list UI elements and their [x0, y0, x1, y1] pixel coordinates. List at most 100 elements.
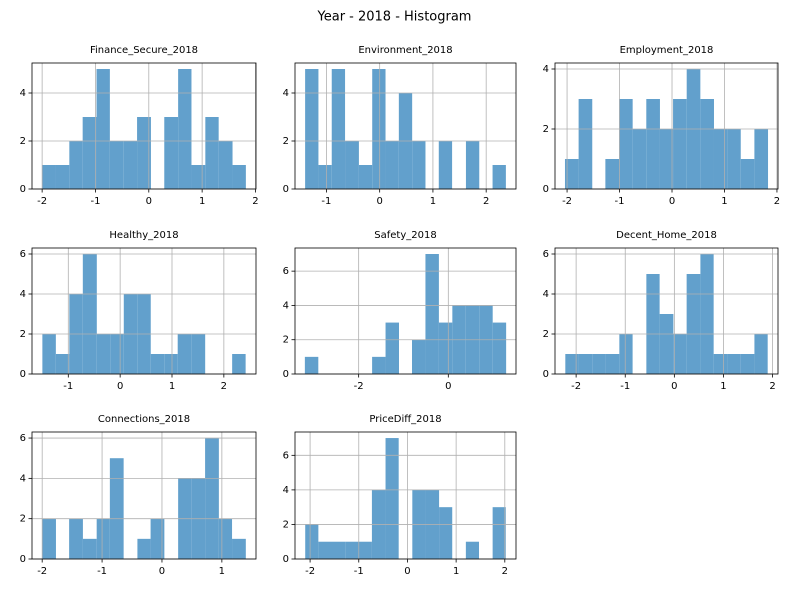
histogram-bar — [96, 334, 111, 374]
histogram-bar — [232, 538, 246, 559]
histogram-bar — [564, 159, 579, 189]
histogram-bar — [42, 165, 56, 189]
x-tick-label: 0 — [376, 196, 382, 207]
x-tick-label: 0 — [404, 566, 410, 577]
x-tick-label: -2 — [37, 566, 47, 577]
y-tick-label: 2 — [543, 124, 549, 135]
histogram-bar — [727, 354, 741, 374]
y-tick-label: 6 — [283, 266, 289, 277]
figure-title: Year - 2018 - Histogram — [317, 10, 472, 25]
x-tick-label: 0 — [669, 196, 675, 207]
histogram-bar — [345, 141, 359, 189]
histogram-bar — [150, 354, 165, 374]
histogram-bar — [578, 99, 593, 189]
y-tick-label: 4 — [543, 289, 549, 300]
histogram-bar — [177, 334, 192, 374]
histogram-bar — [412, 141, 426, 189]
histogram-bar — [565, 354, 579, 374]
subplot-title: Employment_2018 — [620, 45, 714, 56]
histogram-bar — [465, 541, 480, 559]
y-tick-label: 4 — [20, 88, 26, 99]
x-tick-label: -1 — [63, 381, 73, 392]
histogram-bar — [740, 354, 755, 374]
y-tick-label: 2 — [20, 329, 26, 340]
subplot-title: Healthy_2018 — [109, 230, 178, 241]
x-tick-label: -1 — [90, 196, 100, 207]
y-tick-label: 4 — [20, 289, 26, 300]
histogram-bar — [304, 356, 319, 374]
histogram-bar — [137, 117, 151, 189]
y-tick-label: 6 — [20, 433, 26, 444]
histogram-bar — [69, 518, 83, 559]
histogram-bar — [492, 165, 506, 189]
histogram-bar — [425, 254, 439, 374]
y-tick-label: 6 — [543, 249, 549, 260]
histogram-bar — [605, 354, 620, 374]
histogram-bar — [232, 165, 246, 189]
histogram-bar — [205, 438, 219, 559]
histogram-bar — [82, 254, 97, 374]
x-tick-label: -1 — [321, 196, 331, 207]
histogram-bar — [305, 524, 319, 559]
histogram-bar — [686, 274, 701, 374]
histogram-bar — [331, 541, 346, 559]
histogram-bar — [110, 334, 124, 374]
histogram-bar — [438, 322, 453, 374]
histogram-bar — [492, 507, 506, 559]
histogram-bar — [592, 354, 606, 374]
x-tick-label: 1 — [430, 196, 436, 207]
x-tick-label: 0 — [117, 381, 123, 392]
y-tick-label: 0 — [20, 184, 26, 195]
histogram-bar — [673, 334, 687, 374]
y-tick-label: 2 — [20, 136, 26, 147]
x-tick-label: -1 — [354, 566, 364, 577]
histogram-bar — [42, 334, 56, 374]
axes-frame — [294, 431, 517, 560]
histogram-bar — [96, 69, 110, 189]
y-tick-label: 4 — [20, 473, 26, 484]
y-tick-label: 0 — [20, 369, 26, 380]
histogram-bar — [191, 165, 206, 189]
y-tick-label: 0 — [543, 184, 549, 195]
histogram-bar — [109, 458, 124, 559]
x-tick-label: 0 — [671, 381, 677, 392]
x-tick-label: 2 — [502, 566, 508, 577]
histogram-bar — [318, 541, 332, 559]
histogram-bar — [727, 129, 741, 189]
y-tick-label: 2 — [283, 136, 289, 147]
x-tick-label: 0 — [159, 566, 165, 577]
y-tick-label: 0 — [283, 554, 289, 565]
x-tick-label: 1 — [721, 196, 727, 207]
histogram-bar — [69, 141, 83, 189]
histogram-bar — [385, 322, 399, 374]
x-tick-label: 1 — [169, 381, 175, 392]
histogram-bar — [123, 141, 138, 189]
histogram-bar — [232, 354, 246, 374]
histogram-bar — [150, 518, 165, 559]
histogram-bar — [438, 141, 453, 189]
histogram-bar — [673, 99, 687, 189]
y-tick-label: 6 — [283, 450, 289, 461]
histogram-bar — [82, 117, 97, 189]
y-tick-label: 4 — [283, 300, 289, 311]
histogram-bar — [700, 99, 714, 189]
histogram-bar — [385, 141, 399, 189]
x-tick-label: 2 — [769, 381, 775, 392]
axes-frame — [294, 62, 517, 190]
histogram-bar — [659, 314, 674, 374]
x-tick-label: 0 — [146, 196, 152, 207]
axes-frame — [554, 62, 779, 190]
y-tick-label: 0 — [283, 369, 289, 380]
histogram-bar — [465, 141, 480, 189]
histogram-bar — [632, 129, 647, 189]
x-tick-label: 1 — [720, 381, 726, 392]
x-tick-label: -2 — [37, 196, 47, 207]
y-tick-label: 2 — [283, 519, 289, 530]
x-tick-label: -2 — [354, 381, 364, 392]
histogram-bar — [305, 69, 319, 189]
y-tick-label: 4 — [543, 64, 549, 75]
subplot-title: Decent_Home_2018 — [616, 230, 717, 241]
histogram-bar — [659, 129, 674, 189]
histogram-bar — [740, 159, 755, 189]
